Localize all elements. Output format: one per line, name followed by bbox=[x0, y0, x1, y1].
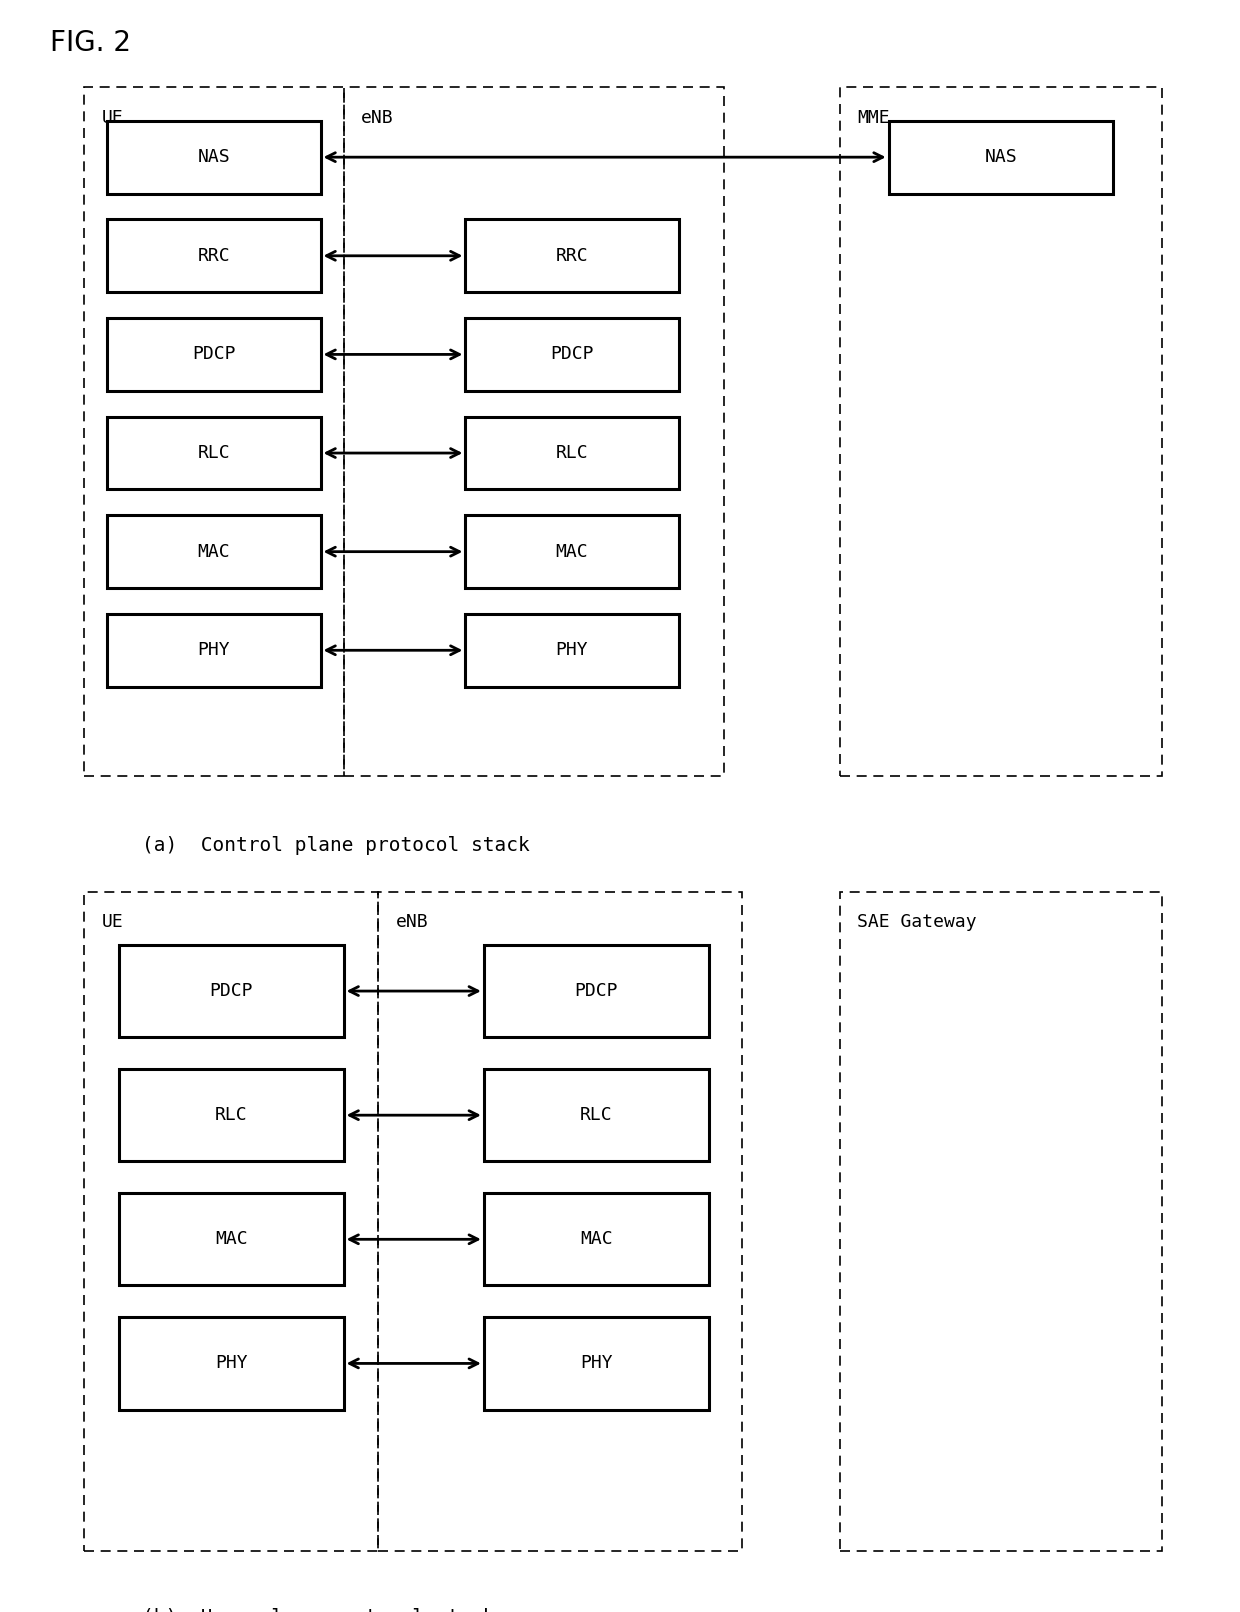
Bar bbox=[378, 891, 742, 1551]
Text: NAS: NAS bbox=[197, 148, 231, 166]
Text: NAS: NAS bbox=[985, 148, 1017, 166]
Text: PHY: PHY bbox=[580, 1354, 613, 1372]
Text: MAC: MAC bbox=[556, 543, 588, 561]
Text: PHY: PHY bbox=[197, 642, 231, 659]
Bar bbox=[484, 1317, 708, 1409]
Bar bbox=[839, 87, 1162, 777]
Text: MAC: MAC bbox=[580, 1230, 613, 1248]
Bar bbox=[108, 318, 321, 390]
Text: MAC: MAC bbox=[215, 1230, 248, 1248]
Text: PHY: PHY bbox=[556, 642, 588, 659]
Text: PDCP: PDCP bbox=[210, 982, 253, 999]
Bar bbox=[839, 891, 1162, 1551]
Text: MAC: MAC bbox=[197, 543, 231, 561]
Bar bbox=[108, 416, 321, 490]
Text: PDCP: PDCP bbox=[551, 345, 594, 363]
Text: RRC: RRC bbox=[197, 247, 231, 264]
Text: RLC: RLC bbox=[215, 1106, 248, 1124]
Bar bbox=[484, 1069, 708, 1161]
Bar bbox=[484, 945, 708, 1037]
Text: UE: UE bbox=[102, 110, 123, 127]
Bar bbox=[889, 121, 1114, 193]
Bar bbox=[465, 516, 678, 588]
Bar bbox=[108, 614, 321, 687]
Text: (b)  User plane protocol stack: (b) User plane protocol stack bbox=[141, 1609, 495, 1612]
Text: PDCP: PDCP bbox=[574, 982, 618, 999]
Text: RLC: RLC bbox=[556, 443, 588, 463]
Bar bbox=[343, 87, 724, 777]
Bar bbox=[465, 614, 678, 687]
Text: UE: UE bbox=[102, 912, 123, 932]
Text: PDCP: PDCP bbox=[192, 345, 236, 363]
Bar bbox=[465, 318, 678, 390]
Text: RRC: RRC bbox=[556, 247, 588, 264]
Bar bbox=[108, 219, 321, 292]
Text: PHY: PHY bbox=[215, 1354, 248, 1372]
Bar bbox=[119, 1317, 343, 1409]
Bar bbox=[84, 87, 343, 777]
Bar bbox=[119, 1193, 343, 1285]
Bar bbox=[465, 219, 678, 292]
Bar bbox=[119, 1069, 343, 1161]
Bar bbox=[108, 516, 321, 588]
Bar bbox=[465, 416, 678, 490]
Bar bbox=[484, 1193, 708, 1285]
Text: RLC: RLC bbox=[197, 443, 231, 463]
Bar bbox=[119, 945, 343, 1037]
Bar bbox=[108, 121, 321, 193]
Text: MME: MME bbox=[857, 110, 889, 127]
Text: RLC: RLC bbox=[580, 1106, 613, 1124]
Text: (a)  Control plane protocol stack: (a) Control plane protocol stack bbox=[141, 835, 529, 854]
Text: SAE Gateway: SAE Gateway bbox=[857, 912, 976, 932]
Text: eNB: eNB bbox=[361, 110, 393, 127]
Bar bbox=[84, 891, 378, 1551]
Text: eNB: eNB bbox=[396, 912, 428, 932]
Text: FIG. 2: FIG. 2 bbox=[50, 29, 130, 56]
